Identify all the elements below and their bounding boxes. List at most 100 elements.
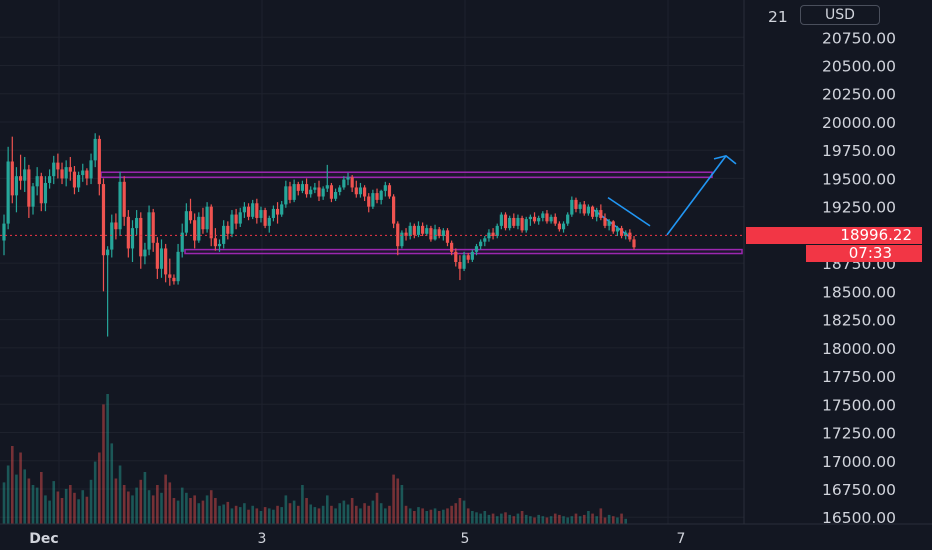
candle-body [338, 187, 342, 192]
volume-bar [437, 511, 441, 524]
volume-bar [458, 498, 462, 524]
candle-body [188, 211, 193, 221]
candle-body [624, 232, 628, 237]
price-axis-tick-label: 18500.00 [822, 283, 896, 301]
volume-bar [296, 505, 300, 524]
volume-bar [2, 482, 6, 524]
candle-body [114, 222, 118, 230]
price-axis-tick-label: 17750.00 [822, 368, 896, 386]
price-axis-tick-label: 20250.00 [822, 86, 896, 104]
time-axis[interactable]: Dec 3 5 7 [29, 531, 685, 547]
volume-bar [524, 514, 528, 524]
volume-bar [284, 495, 288, 524]
candle-body [586, 206, 591, 214]
candle-body [72, 171, 77, 188]
volume-bar [529, 516, 532, 524]
candle-body [304, 184, 309, 195]
candle-body [570, 199, 574, 215]
candle-body [495, 225, 499, 237]
candle-body [408, 225, 412, 237]
volume-bar [81, 490, 85, 524]
candle-body [354, 187, 358, 195]
volume-bars [2, 394, 628, 524]
candle-body [110, 222, 114, 250]
candle-body [445, 230, 450, 243]
volume-bar [425, 511, 429, 524]
volume-bar [243, 503, 246, 524]
candle-body [205, 206, 209, 230]
candle-body [329, 185, 334, 199]
candle-body [151, 212, 155, 243]
volume-bar [10, 446, 14, 524]
candle-body [284, 186, 288, 205]
price-axis[interactable]: 20750.00 20500.00 20250.00 20000.00 19750.00… [768, 8, 896, 527]
candle-body [450, 242, 454, 252]
volume-bar [471, 511, 474, 524]
volume-bar [566, 517, 569, 524]
candle-body [10, 161, 14, 196]
candle-body [512, 217, 516, 226]
volume-bar [487, 514, 491, 524]
price-axis-tick-label: 18250.00 [822, 312, 896, 330]
volume-bar [545, 517, 549, 524]
projection-arrow-head [713, 154, 737, 165]
volume-bar [475, 512, 478, 524]
volume-bar [52, 481, 56, 524]
candle-body [392, 196, 396, 224]
candle-body [271, 208, 276, 218]
volume-bar [60, 498, 64, 524]
candle-body [603, 217, 607, 226]
candle-body [197, 216, 201, 241]
candle-body [242, 206, 246, 213]
volume-bar [574, 513, 578, 524]
volume-bar [558, 514, 561, 524]
candle-body [23, 169, 27, 181]
candle-body [251, 203, 255, 217]
candle-body [275, 208, 280, 215]
volume-bar [106, 394, 109, 524]
volume-bar [570, 516, 574, 524]
volume-bar [93, 461, 97, 524]
candle-body [549, 216, 553, 222]
volume-bar [64, 488, 68, 524]
volume-bar [288, 503, 292, 524]
volume-bar [48, 500, 51, 524]
candle-body [313, 187, 317, 190]
volume-bar [185, 492, 188, 524]
candle-body [441, 230, 445, 237]
candle-body [139, 217, 143, 257]
candle-body [615, 228, 620, 232]
volume-bar [611, 516, 615, 524]
candle-body [474, 246, 479, 252]
volume-bar [421, 508, 424, 524]
volume-bar [280, 507, 283, 524]
volume-bar [180, 487, 184, 524]
price-axis-tick-label: 20000.00 [822, 114, 896, 132]
volume-bar [330, 505, 333, 524]
volume-bar [27, 478, 31, 524]
candle-body [371, 193, 375, 207]
currency-button[interactable]: USD [800, 5, 880, 25]
volume-bar [454, 503, 458, 524]
volume-bar [450, 505, 453, 524]
candle-body [632, 239, 636, 248]
candle-body [164, 248, 168, 275]
volume-bar [247, 509, 250, 524]
candle-body [561, 223, 566, 230]
volume-bar [533, 517, 536, 524]
volume-bar [35, 487, 39, 524]
candle-body [68, 167, 72, 172]
candle-body [333, 191, 338, 199]
candle-body [288, 186, 292, 200]
volume-bar [168, 482, 172, 524]
volume-bar [77, 499, 80, 524]
volume-bar [102, 404, 105, 524]
candle-body [508, 217, 512, 229]
candle-body [582, 204, 586, 214]
volume-bar [549, 516, 553, 524]
volume-bar [355, 505, 358, 524]
volume-bar [164, 474, 167, 524]
candle-body [126, 216, 130, 249]
candlestick-series [2, 133, 636, 337]
